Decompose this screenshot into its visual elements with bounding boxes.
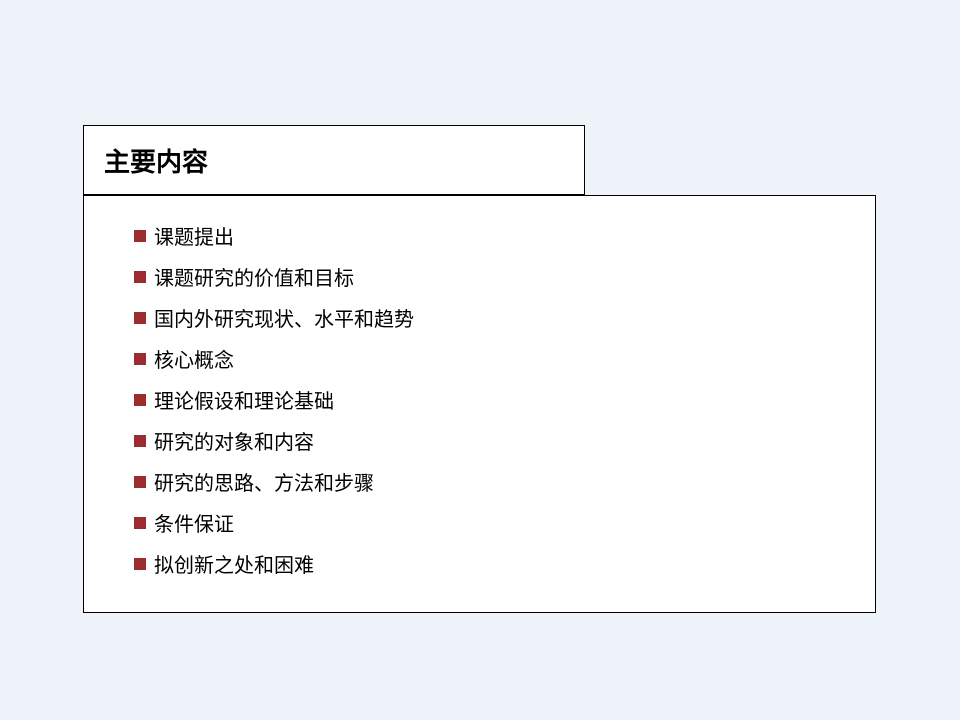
- bullet-icon: [134, 271, 146, 283]
- list-item-label: 条件保证: [154, 508, 234, 537]
- list-item: 拟创新之处和困难: [134, 549, 875, 578]
- list-item-label: 研究的对象和内容: [154, 426, 314, 455]
- list-item-label: 理论假设和理论基础: [154, 385, 334, 414]
- list-item-label: 研究的思路、方法和步骤: [154, 467, 374, 496]
- bullet-icon: [134, 435, 146, 447]
- list-item: 核心概念: [134, 344, 875, 373]
- list-item-label: 核心概念: [154, 344, 234, 373]
- bullet-icon: [134, 476, 146, 488]
- list-item: 研究的思路、方法和步骤: [134, 467, 875, 496]
- content-list: 课题提出 课题研究的价值和目标 国内外研究现状、水平和趋势 核心概念 理论假设和…: [134, 221, 875, 578]
- list-item-label: 课题提出: [154, 221, 234, 250]
- bullet-icon: [134, 353, 146, 365]
- list-item: 条件保证: [134, 508, 875, 537]
- bullet-icon: [134, 312, 146, 324]
- list-item-label: 拟创新之处和困难: [154, 549, 314, 578]
- bullet-icon: [134, 558, 146, 570]
- title-text: 主要内容: [104, 142, 208, 179]
- list-item: 研究的对象和内容: [134, 426, 875, 455]
- list-item: 课题提出: [134, 221, 875, 250]
- bullet-icon: [134, 517, 146, 529]
- list-item: 国内外研究现状、水平和趋势: [134, 303, 875, 332]
- list-item: 理论假设和理论基础: [134, 385, 875, 414]
- bullet-icon: [134, 230, 146, 242]
- bullet-icon: [134, 394, 146, 406]
- title-box: 主要内容: [83, 125, 585, 195]
- list-item-label: 课题研究的价值和目标: [154, 262, 354, 291]
- list-item: 课题研究的价值和目标: [134, 262, 875, 291]
- list-item-label: 国内外研究现状、水平和趋势: [154, 303, 414, 332]
- content-box: 课题提出 课题研究的价值和目标 国内外研究现状、水平和趋势 核心概念 理论假设和…: [83, 195, 876, 613]
